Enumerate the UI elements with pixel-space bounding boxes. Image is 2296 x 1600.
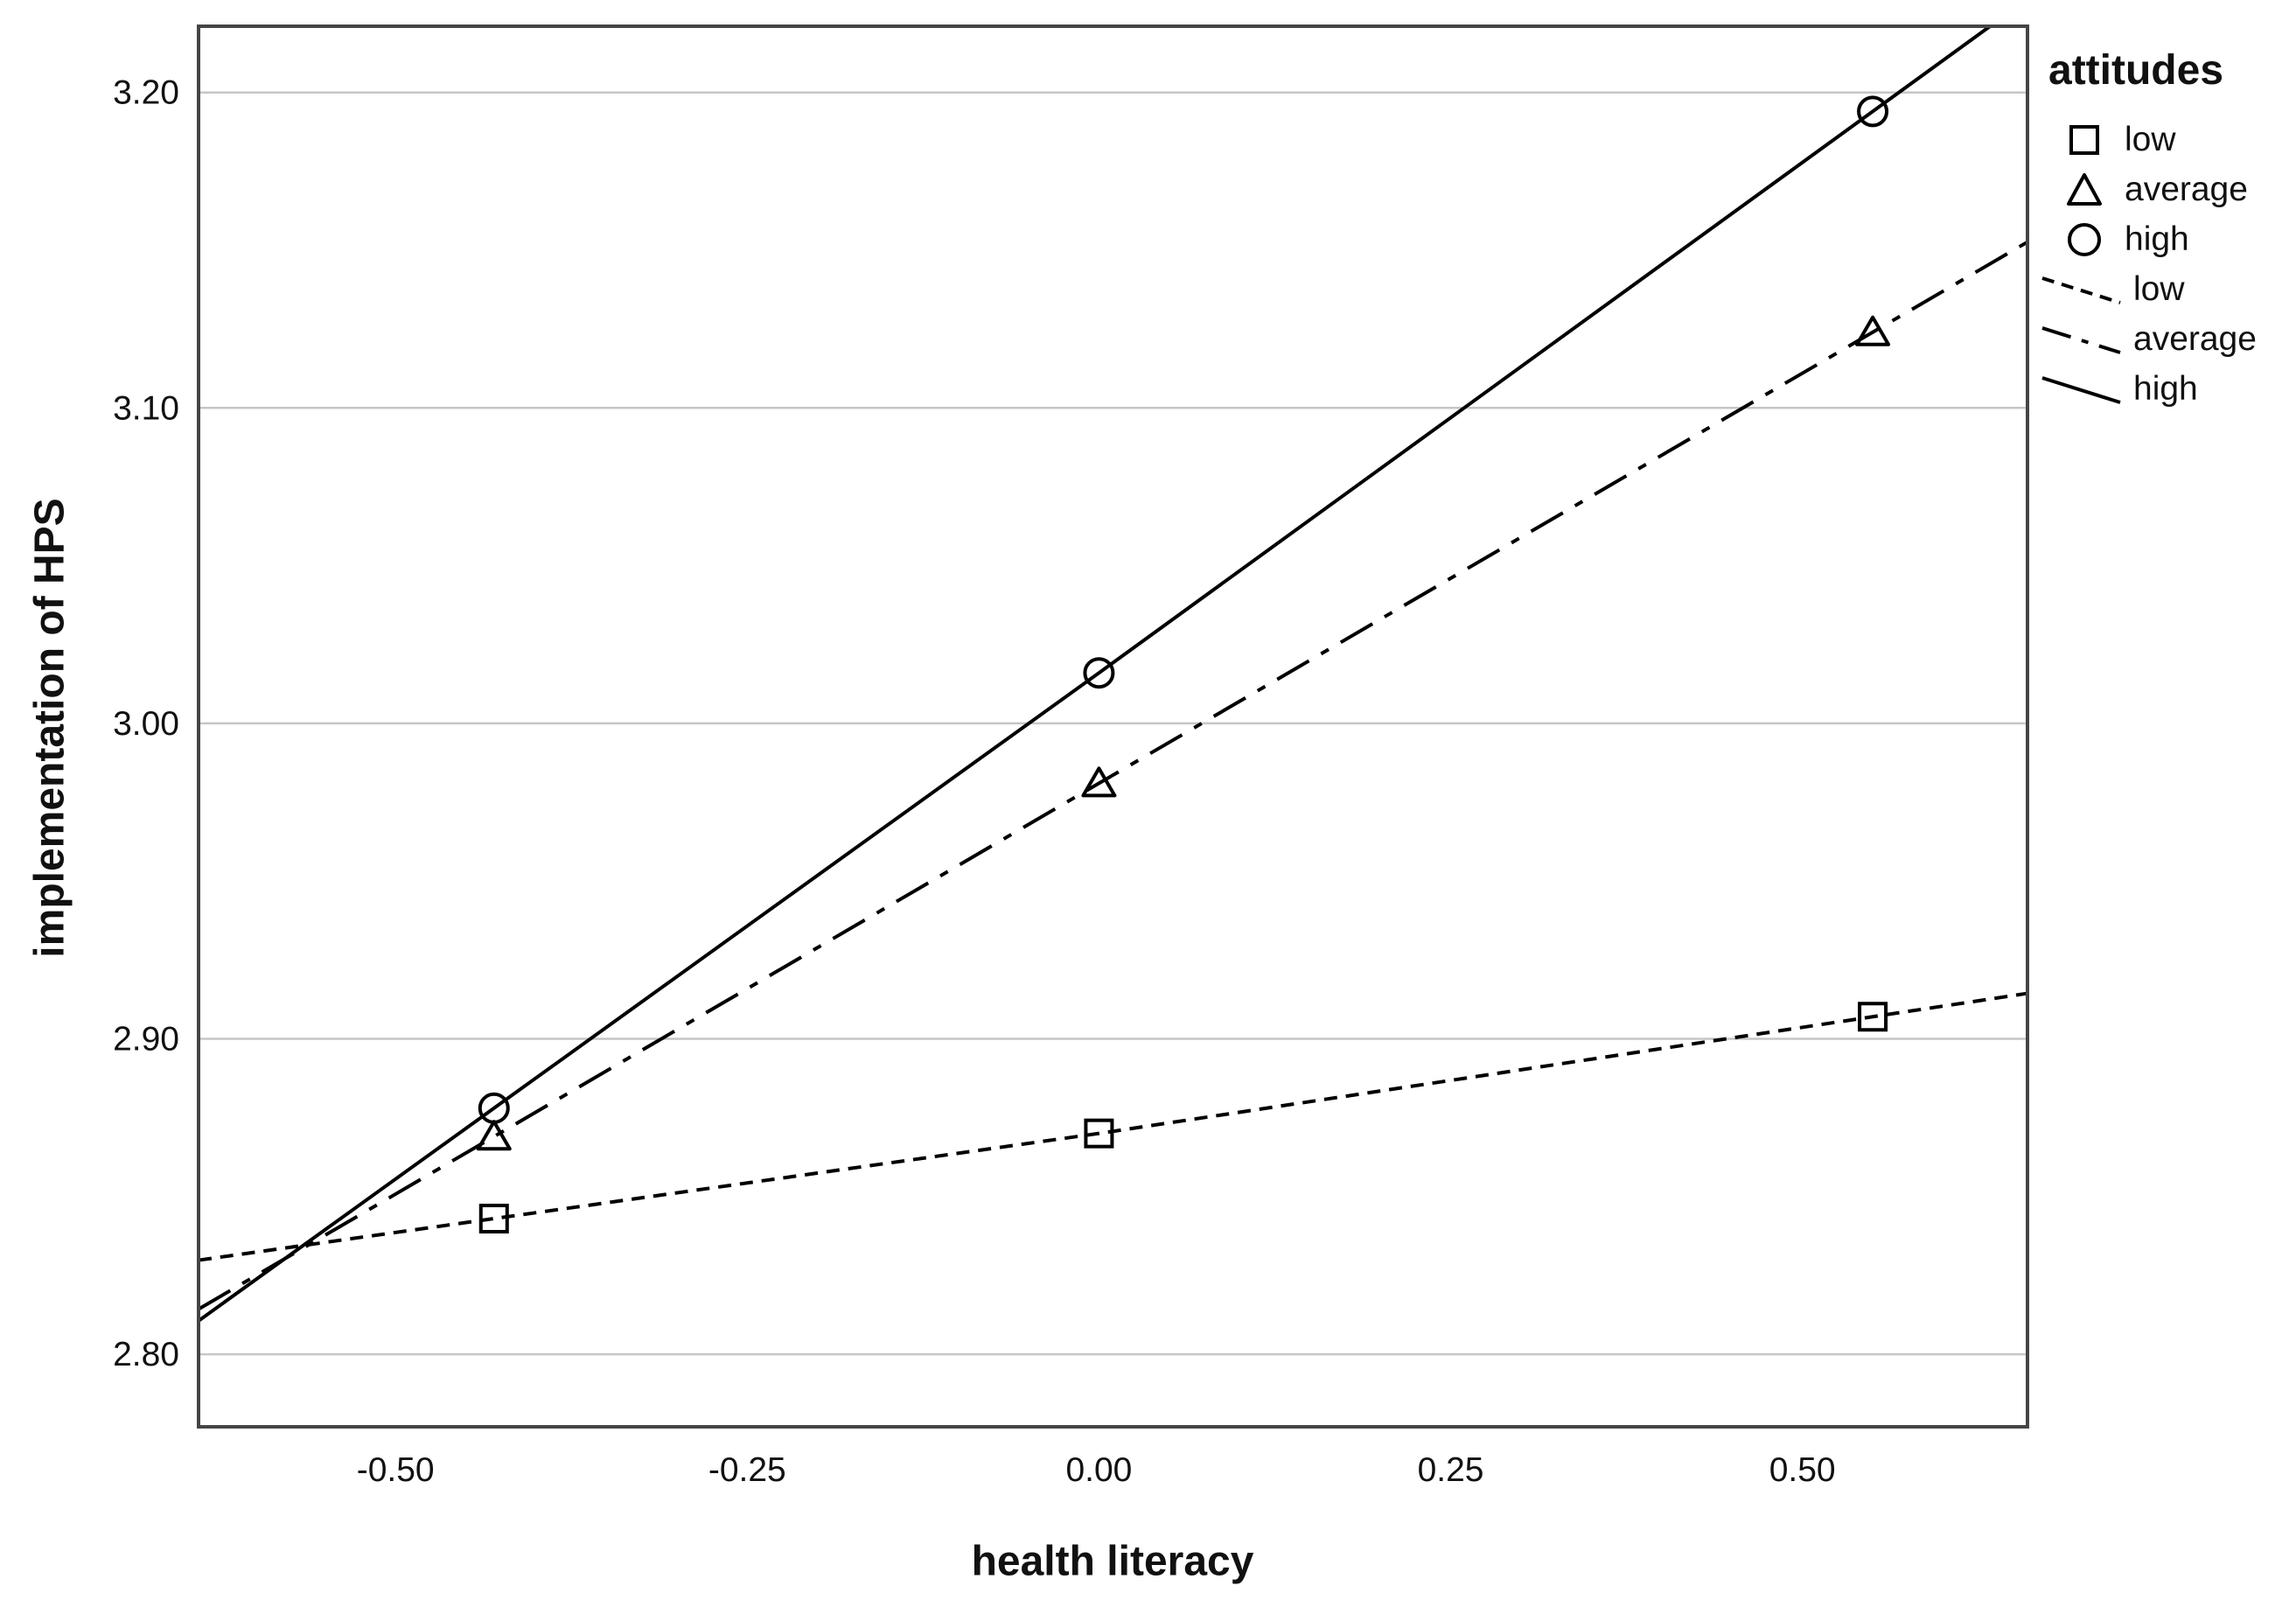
- x-axis-title: health literacy: [971, 1538, 1254, 1585]
- marker-square: [1858, 1002, 1888, 1032]
- legend-item-line-high: high: [2031, 364, 2293, 414]
- marker-circle: [1857, 95, 1889, 128]
- marker-circle: [478, 1092, 510, 1124]
- dash-dot-line-icon: [2040, 320, 2123, 359]
- series-line-average: [197, 240, 2029, 1311]
- marker-circle: [1083, 657, 1115, 689]
- legend-item-line-low: low: [2031, 264, 2293, 314]
- square-marker-icon: [2060, 121, 2112, 159]
- legend-label: average: [2125, 170, 2248, 208]
- legend: attitudes low average hig: [2031, 44, 2293, 414]
- legend-title: attitudes: [2048, 47, 2224, 94]
- legend-label: high: [2125, 220, 2189, 258]
- legend-item-marker-average: average: [2031, 164, 2293, 214]
- y-tick-label: 3.10: [113, 389, 179, 427]
- plot-frame: [197, 24, 2029, 1429]
- y-axis-title: implementation of HPS: [26, 498, 73, 958]
- triangle-marker-icon: [2060, 171, 2112, 209]
- legend-label: low: [2125, 120, 2176, 158]
- legend-label: high: [2133, 369, 2198, 408]
- series-line-low: [198, 991, 2028, 1262]
- legend-item-line-average: average: [2031, 314, 2293, 364]
- solid-line-icon: [2040, 370, 2123, 409]
- series-line-high: [197, 24, 1992, 1323]
- x-tick-label: -0.50: [357, 1451, 435, 1489]
- y-tick-label: 2.80: [113, 1336, 179, 1373]
- marker-square: [478, 1204, 509, 1234]
- y-tick-label: 3.00: [113, 705, 179, 743]
- x-tick-label: 0.00: [1065, 1451, 1132, 1489]
- legend-item-marker-high: high: [2031, 214, 2293, 264]
- x-tick-label: 0.25: [1418, 1451, 1484, 1489]
- marker-square: [1084, 1118, 1114, 1149]
- legend-label: average: [2133, 319, 2257, 358]
- legend-item-marker-low: low: [2031, 115, 2293, 164]
- x-tick-label: -0.25: [708, 1451, 786, 1489]
- y-tick-label: 2.90: [113, 1020, 179, 1058]
- dashed-line-icon: [2040, 270, 2123, 309]
- marker-triangle: [1081, 766, 1117, 798]
- x-tick-label: 0.50: [1769, 1451, 1836, 1489]
- marker-triangle: [1855, 315, 1891, 346]
- legend-label: low: [2133, 269, 2185, 308]
- circle-marker-icon: [2060, 220, 2112, 259]
- marker-triangle: [476, 1120, 512, 1151]
- y-tick-label: 3.20: [113, 74, 179, 112]
